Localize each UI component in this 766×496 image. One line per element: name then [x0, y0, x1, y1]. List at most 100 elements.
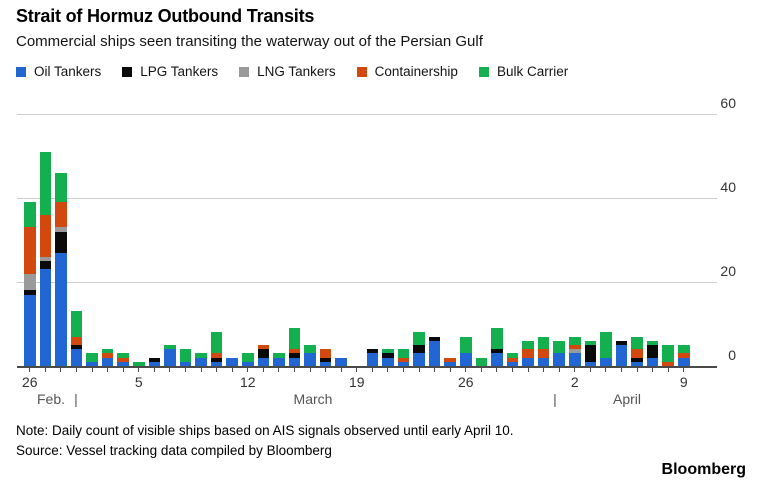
bar-segment-bulk [646, 340, 659, 345]
bar-segment-lpg [39, 261, 52, 270]
x-axis-tick [636, 368, 638, 372]
bar-segment-bulk [413, 332, 425, 345]
bar-segment-container [662, 361, 674, 366]
x-axis-tick [371, 368, 373, 372]
source-text: Source: Vessel tracking data compiled by… [16, 443, 332, 458]
bar-segment-oil [55, 252, 67, 366]
bar-segment-container [631, 349, 643, 358]
bar-segment-lpg [288, 353, 301, 358]
note-text: Note: Daily count of visible ships based… [16, 423, 514, 438]
bar-segment-container [677, 353, 690, 358]
bar-segment-bulk [662, 345, 674, 362]
y-axis-label-40: 40 [720, 179, 736, 195]
bar-segment-oil [553, 353, 565, 366]
bar-segment-bulk [522, 340, 534, 350]
x-axis-label: 12 [239, 374, 256, 390]
bar-segment-oil [257, 357, 270, 366]
bar-segment-oil [86, 361, 98, 366]
bar-segment-container [397, 357, 410, 362]
x-axis-tick [402, 368, 404, 372]
bar-segment-lpg [148, 357, 161, 362]
bar-segment-bulk [241, 353, 254, 362]
bar-segment-oil [241, 361, 254, 366]
bar-segment-lpg [210, 357, 223, 362]
legend-item-bulk: Bulk Carrier [478, 64, 569, 79]
bar-segment-container [24, 227, 36, 274]
bar-segment-container [537, 349, 550, 358]
chart-subtitle: Commercial ships seen transiting the wat… [16, 33, 483, 50]
x-axis-tick [340, 368, 342, 372]
bar-segment-oil [148, 361, 161, 366]
gridline-60 [17, 114, 717, 115]
bar-segment-container [522, 349, 534, 358]
bar-segment-lpg [382, 353, 394, 358]
x-axis-tick [605, 368, 607, 372]
bar-segment-bulk [506, 353, 519, 358]
legend-label: Containership [374, 64, 458, 79]
bar-segment-oil [226, 357, 238, 366]
x-axis-tick [465, 368, 467, 372]
x-axis-tick [200, 368, 202, 372]
x-axis-tick [293, 368, 295, 372]
x-axis-tick [387, 368, 389, 372]
x-axis-label: 19 [348, 374, 365, 390]
bar-segment-oil [101, 357, 114, 366]
oil-swatch-icon [16, 66, 26, 77]
x-axis-tick [216, 368, 218, 372]
bloomberg-logo: Bloomberg [661, 461, 746, 478]
gridline-40 [17, 198, 717, 199]
bar-segment-lpg [366, 349, 379, 354]
chart-title: Strait of Hormuz Outbound Transits [16, 6, 315, 26]
month-separator: | [74, 391, 78, 407]
bar-segment-lng [55, 227, 67, 232]
bar-segment-bulk [86, 353, 98, 362]
bar-segment-oil [677, 357, 690, 366]
x-axis-tick [309, 368, 311, 372]
bar-segment-bulk [382, 349, 394, 354]
month-label-march: March [293, 391, 333, 407]
bar-segment-container [506, 357, 519, 362]
bar-segment-container [55, 202, 67, 228]
bar-segment-bulk [55, 172, 67, 203]
x-axis-tick [418, 368, 420, 372]
bar-segment-lpg [631, 357, 643, 362]
bar-segment-lpg [257, 349, 270, 358]
x-axis-tick [169, 368, 171, 372]
bar-segment-bulk [70, 311, 83, 337]
x-axis-tick [574, 368, 576, 372]
bar-segment-oil [24, 294, 36, 366]
bar-segment-bulk [304, 345, 316, 354]
bar-segment-bulk [491, 328, 503, 350]
x-axis-tick [683, 368, 685, 372]
bar-segment-container [39, 214, 52, 257]
bar-segment-oil [304, 353, 316, 366]
container-swatch-icon [356, 66, 367, 77]
x-axis-tick [652, 368, 654, 372]
bar-segment-bulk [195, 353, 207, 358]
bar-segment-bulk [179, 349, 192, 362]
bar-segment-lpg [319, 357, 332, 362]
bar-segment-lpg [413, 345, 425, 354]
x-axis-tick [667, 368, 669, 372]
bar-segment-bulk [677, 345, 690, 354]
y-axis-label-20: 20 [720, 263, 736, 279]
bar-segment-oil [164, 349, 176, 366]
bar-segment-oil [568, 353, 581, 366]
legend-label: Bulk Carrier [496, 64, 569, 79]
month-label-april: April [612, 391, 641, 407]
x-axis-tick [325, 368, 327, 372]
x-axis-tick [278, 368, 280, 372]
x-axis-tick [589, 368, 591, 372]
bar-segment-lpg [70, 345, 83, 350]
x-axis-label: 2 [570, 374, 579, 390]
bar-segment-oil [319, 361, 332, 366]
x-axis-tick [138, 368, 140, 372]
bar-segment-lpg [55, 231, 67, 253]
bar-segment-oil [273, 357, 285, 366]
x-axis-tick [511, 368, 513, 372]
x-axis-tick [185, 368, 186, 372]
bar-segment-lpg [615, 340, 628, 345]
x-axis-tick [107, 368, 109, 372]
